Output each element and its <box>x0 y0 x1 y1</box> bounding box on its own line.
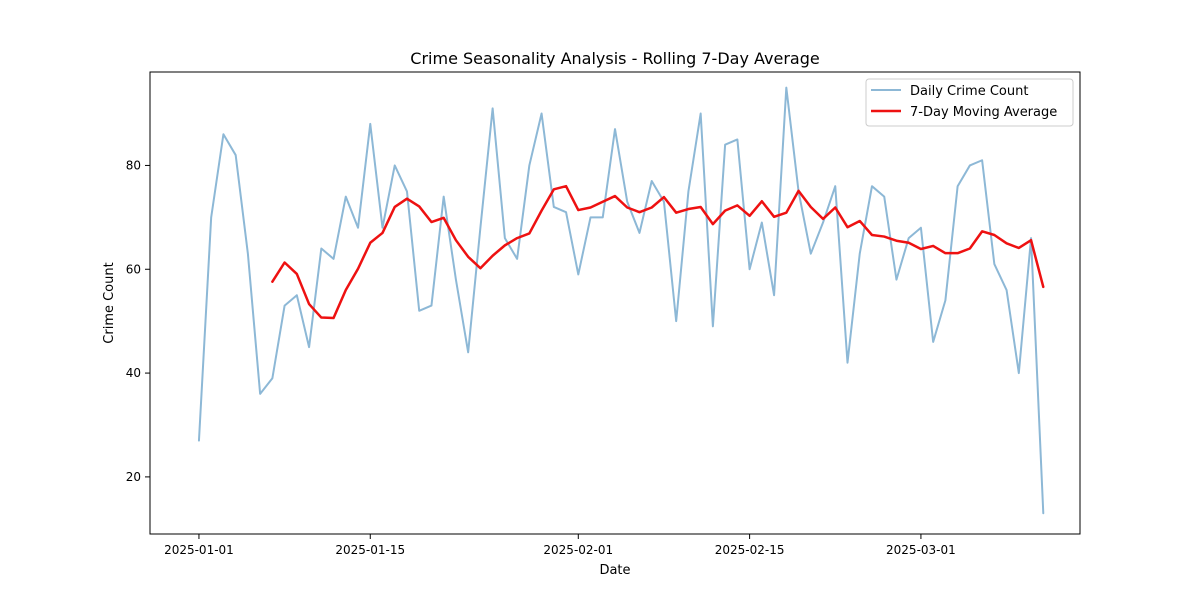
series-line-daily-crime-count <box>197 86 1045 515</box>
plot-frame <box>149 71 1081 535</box>
legend-label-moving-average: 7-Day Moving Average <box>910 105 1057 120</box>
x-tick-label: 2025-01-15 <box>335 543 405 557</box>
legend: Daily Crime Count 7-Day Moving Average <box>865 78 1074 127</box>
y-tick-label: 20 <box>126 470 141 484</box>
x-tick-label: 2025-01-01 <box>164 543 234 557</box>
series-line-moving-average <box>271 184 1045 320</box>
plot-lines <box>197 86 1045 515</box>
legend-box <box>865 78 1074 127</box>
legend-label-daily-crime-count: Daily Crime Count <box>910 84 1028 99</box>
y-axis-label: Crime Count <box>102 262 117 343</box>
x-tick-label: 2025-02-15 <box>715 543 785 557</box>
y-tick-label: 40 <box>126 366 141 380</box>
x-tick-label: 2025-02-01 <box>543 543 613 557</box>
y-axis: 20 40 60 80 <box>126 158 150 484</box>
x-tick-label: 2025-03-01 <box>886 543 956 557</box>
y-tick-label: 60 <box>126 262 141 276</box>
x-axis: 2025-01-01 2025-01-15 2025-02-01 2025-02-15… <box>164 534 956 557</box>
x-axis-label: Date <box>599 563 630 578</box>
chart-title: Crime Seasonality Analysis - Rolling 7-D… <box>410 49 819 68</box>
y-tick-label: 80 <box>126 158 141 172</box>
